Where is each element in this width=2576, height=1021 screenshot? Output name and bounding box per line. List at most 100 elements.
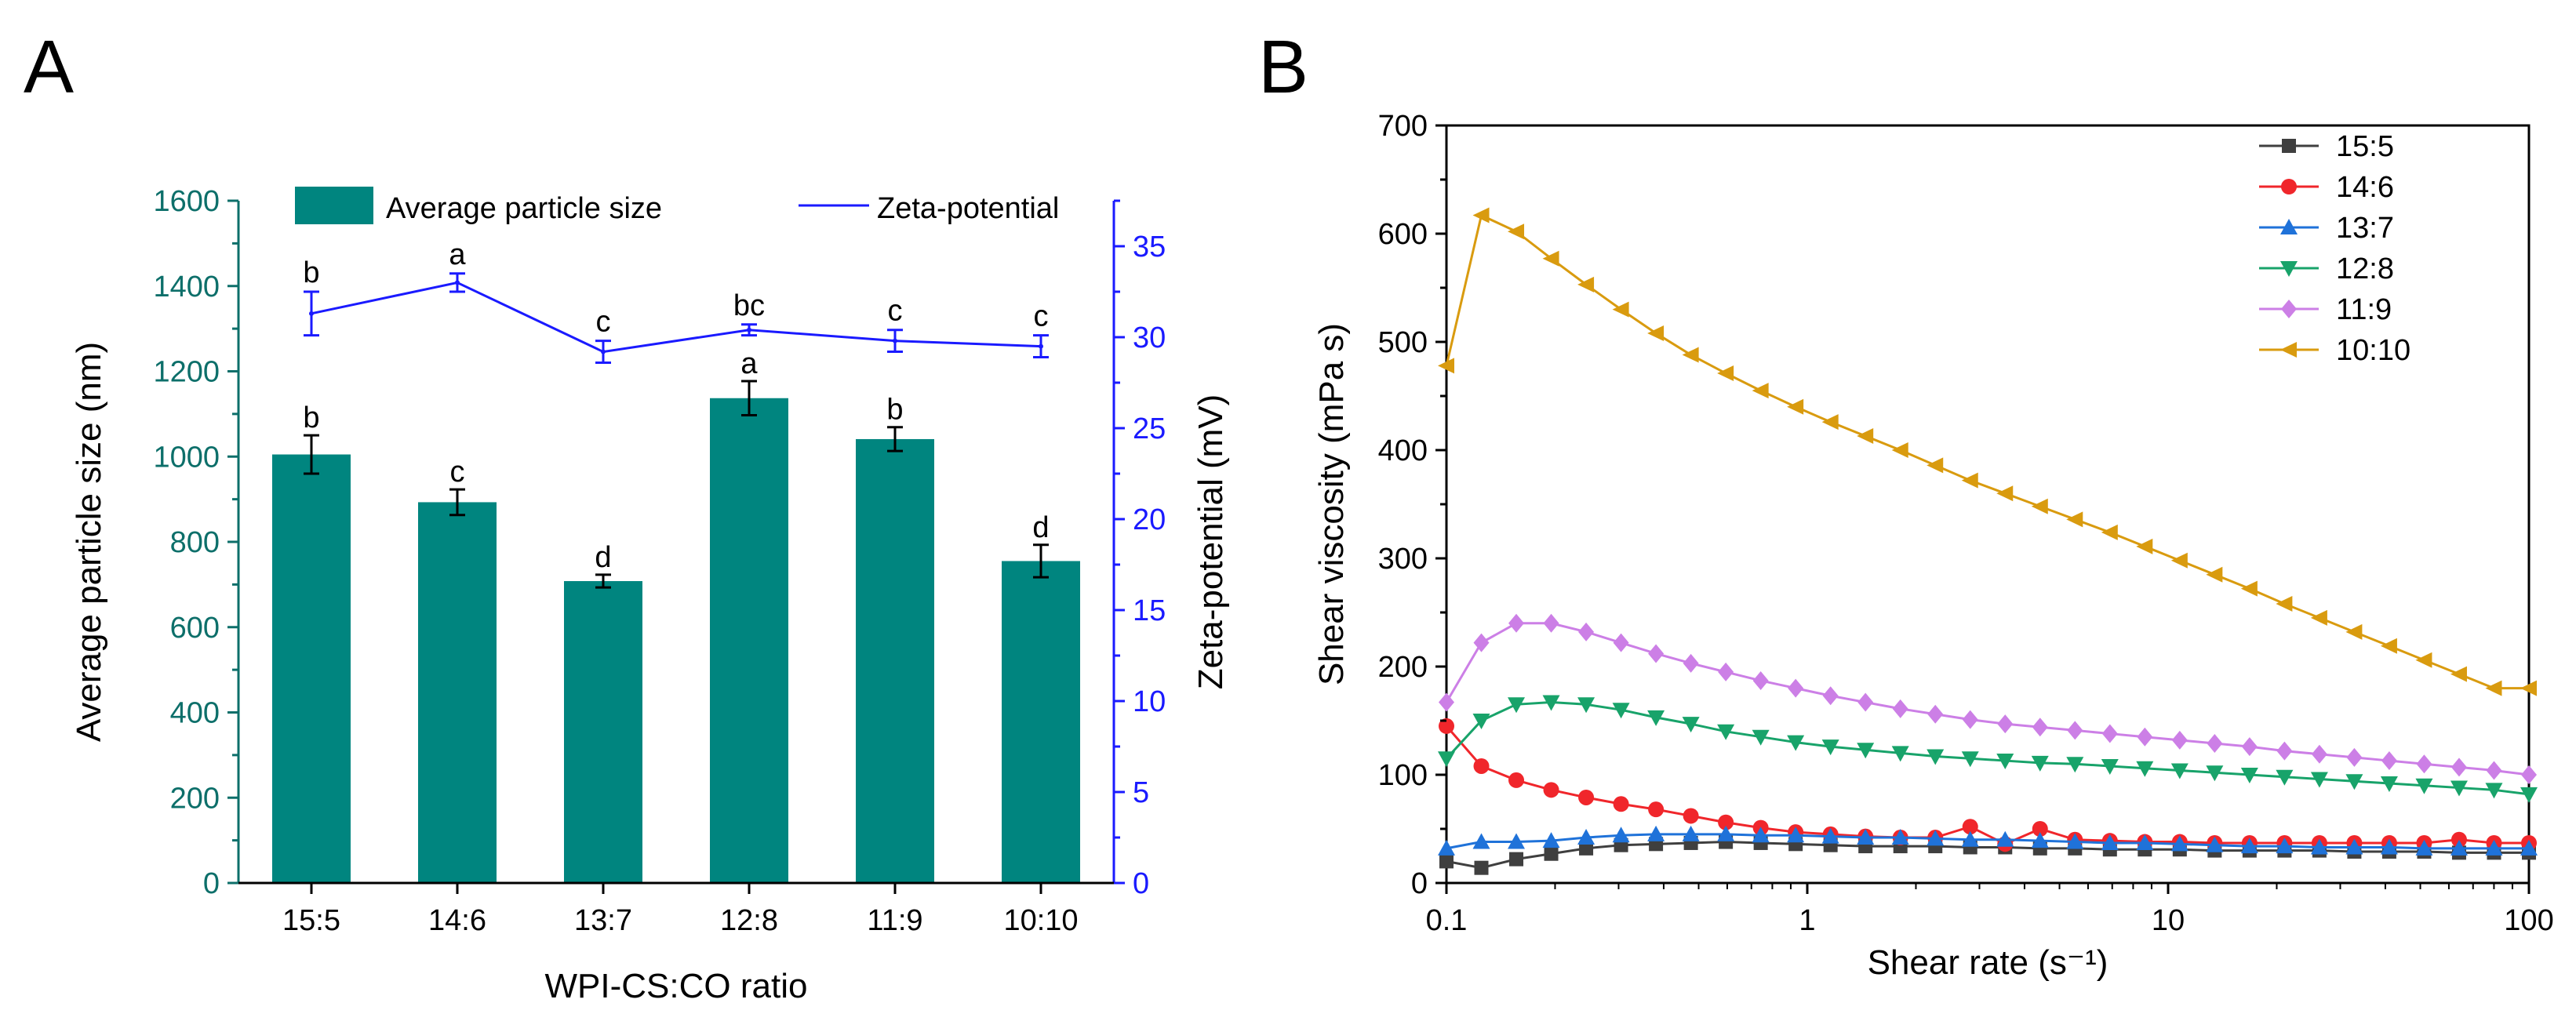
data-point bbox=[2450, 831, 2467, 848]
zeta-letter: c bbox=[596, 306, 611, 339]
data-point bbox=[1857, 743, 1875, 759]
x-tick-label: 15:5 bbox=[282, 904, 340, 937]
legend-label: 10:10 bbox=[2336, 334, 2410, 367]
data-point bbox=[1542, 832, 1560, 848]
data-point bbox=[1787, 398, 1804, 415]
data-point bbox=[2240, 768, 2258, 783]
data-point bbox=[1647, 325, 1665, 341]
bar-letter: a bbox=[740, 347, 758, 380]
y-tick-label: 600 bbox=[1378, 218, 1428, 251]
data-point bbox=[2450, 839, 2468, 856]
data-point bbox=[1577, 829, 1595, 845]
x-axis-title: Shear rate (s⁻¹) bbox=[1868, 943, 2108, 982]
data-point bbox=[2521, 765, 2537, 784]
data-point bbox=[1473, 758, 1490, 774]
x-tick-label: 10:10 bbox=[1003, 904, 1078, 937]
data-point bbox=[1648, 644, 1665, 663]
data-point bbox=[2207, 733, 2223, 753]
data-point bbox=[1927, 457, 1944, 474]
bar-12:8 bbox=[710, 398, 788, 884]
data-point bbox=[2101, 758, 2119, 775]
series-line bbox=[1445, 725, 2529, 845]
bar-11:9 bbox=[856, 438, 934, 883]
zeta-letter: c bbox=[1034, 300, 1049, 333]
data-point bbox=[1891, 442, 1908, 458]
x-tick-label: 12:8 bbox=[720, 904, 778, 937]
data-point bbox=[1612, 301, 1629, 318]
zeta-letter: bc bbox=[733, 289, 765, 322]
x-tick-label: 13:7 bbox=[574, 904, 632, 937]
data-point bbox=[1683, 653, 1699, 673]
data-point bbox=[2415, 839, 2433, 856]
y-tick-label: 0 bbox=[1411, 867, 1428, 900]
data-point bbox=[1682, 717, 1700, 733]
data-point bbox=[1508, 833, 1526, 849]
data-point bbox=[1787, 735, 1805, 751]
panel-a-label: A bbox=[24, 25, 74, 109]
legend-item-13-7: 13:7 bbox=[2259, 212, 2394, 245]
data-point bbox=[1927, 830, 1945, 846]
data-point bbox=[2345, 774, 2363, 790]
data-point bbox=[1647, 825, 1665, 841]
zeta-series bbox=[304, 272, 1049, 364]
data-point bbox=[1752, 729, 1770, 746]
data-point bbox=[1508, 772, 1525, 788]
bar-14:6 bbox=[418, 502, 497, 883]
data-point bbox=[1542, 250, 1559, 267]
legend: 15:5 14:6 13:7 12:8 11:9 10:10 bbox=[2259, 130, 2410, 367]
data-point bbox=[2066, 757, 2084, 773]
data-point bbox=[2520, 839, 2538, 856]
y-tick-label: 700 bbox=[1378, 110, 1428, 143]
data-point bbox=[1613, 633, 1629, 652]
data-point bbox=[1544, 846, 1559, 861]
x-tick-label: 14:6 bbox=[428, 904, 486, 937]
zeta-point-14:6 bbox=[455, 280, 460, 285]
left-y-tick-label: 1200 bbox=[153, 356, 220, 389]
legend-swatch-marker bbox=[2280, 261, 2298, 277]
data-point bbox=[1996, 830, 2014, 847]
legend-item-10-10: 10:10 bbox=[2259, 334, 2410, 367]
data-point bbox=[1927, 704, 1944, 724]
data-point bbox=[2276, 595, 2293, 612]
data-point bbox=[1717, 724, 1735, 740]
legend: Average particle size Zeta-potential bbox=[295, 187, 1059, 225]
y-axis-title: Average particle size (nm) bbox=[70, 342, 108, 742]
data-point bbox=[1962, 710, 1978, 729]
right-y-tick-label: 10 bbox=[1133, 685, 1166, 718]
data-point bbox=[2101, 524, 2118, 540]
data-point bbox=[1438, 839, 1455, 856]
bar-10:10 bbox=[1002, 561, 1080, 883]
data-point bbox=[2136, 834, 2154, 850]
data-point bbox=[2450, 666, 2467, 682]
left-y-tick-label: 0 bbox=[203, 867, 220, 900]
data-point bbox=[1752, 827, 1770, 843]
data-point bbox=[1961, 830, 1979, 847]
data-point bbox=[1961, 751, 1979, 768]
data-point bbox=[2206, 765, 2224, 782]
data-point bbox=[2415, 778, 2433, 794]
x-ticks: 0.1 1 10 100 bbox=[1426, 883, 2554, 937]
data-point bbox=[1717, 825, 1735, 841]
data-point bbox=[2380, 776, 2398, 793]
data-point bbox=[1474, 860, 1489, 875]
data-point bbox=[1472, 714, 1490, 729]
data-point bbox=[1439, 718, 1454, 734]
data-point bbox=[1718, 662, 1734, 681]
data-point bbox=[2345, 623, 2363, 640]
data-point bbox=[1821, 827, 1839, 844]
left-y-tick-label: 600 bbox=[170, 612, 220, 645]
bar-significance-letters: b c d a b d bbox=[303, 347, 1049, 574]
data-point bbox=[2276, 741, 2293, 761]
data-point bbox=[1543, 613, 1559, 633]
zeta-letter: b bbox=[303, 256, 319, 289]
data-point bbox=[1822, 686, 1839, 706]
data-point bbox=[2240, 838, 2258, 854]
data-point bbox=[2416, 754, 2432, 774]
bar-error-bars bbox=[304, 380, 1049, 589]
data-point bbox=[2381, 751, 2397, 771]
data-point bbox=[1682, 347, 1699, 363]
zeta-significance-letters: b a c bc c c bbox=[303, 238, 1048, 339]
legend-label: 15:5 bbox=[2336, 130, 2394, 163]
legend-swatch-marker bbox=[2281, 179, 2297, 194]
right-y-tick-label: 0 bbox=[1133, 867, 1149, 900]
